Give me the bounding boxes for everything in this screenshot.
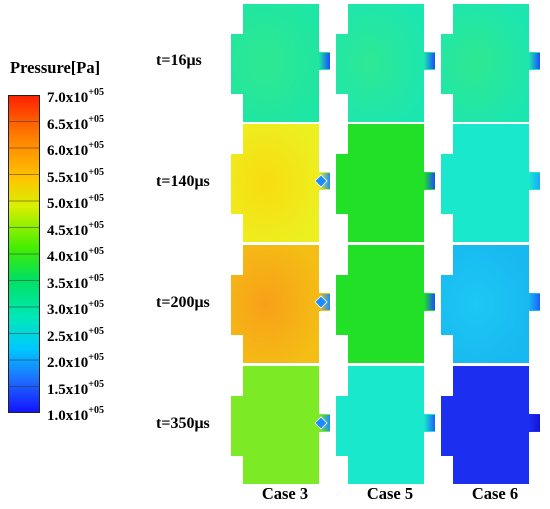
- contour-panel: [441, 124, 550, 242]
- chamber-region: [336, 124, 435, 242]
- tick-mantissa: 5.5x10: [47, 169, 89, 186]
- tick-mantissa: 2.0x10: [47, 355, 89, 371]
- contour-panel: [231, 366, 343, 484]
- chamber-region: [336, 366, 435, 484]
- contour-panel: [231, 4, 343, 122]
- tick-exponent: +05: [88, 325, 104, 337]
- nozzle-region: [424, 294, 435, 310]
- row-label-time: t=200μs: [156, 294, 210, 311]
- colorbar-tick-label: 1.5x10+05: [47, 379, 104, 399]
- contour-panel: [441, 4, 550, 122]
- chamber-region: [441, 4, 540, 122]
- colorbar-tick-label: 2.5x10+05: [47, 326, 104, 346]
- nozzle-region: [319, 53, 330, 69]
- contour-panel: [441, 245, 550, 363]
- chamber-region: [231, 124, 330, 242]
- nozzle-region: [424, 53, 435, 69]
- chamber-region: [441, 245, 540, 363]
- colorbar-tick-label: 4.0x10+05: [47, 246, 104, 266]
- colorbar-tick-label: 6.5x10+05: [47, 114, 104, 134]
- nozzle-region: [424, 415, 435, 431]
- tick-exponent: +05: [88, 378, 104, 390]
- colorbar-tick-label: 2.0x10+05: [47, 352, 104, 372]
- tick-mantissa: 3.5x10: [47, 275, 89, 292]
- chamber-region: [441, 366, 540, 484]
- chamber-region: [336, 245, 435, 363]
- tick-mantissa: 1.0x10: [47, 408, 89, 424]
- contour-panel: [336, 4, 448, 122]
- chamber-region: [231, 366, 330, 484]
- valve-marker: [314, 174, 328, 188]
- tick-mantissa: 5.0x10: [47, 196, 89, 212]
- column-label-case: Case 5: [366, 484, 414, 503]
- colorbar-tick-label: 5.0x10+05: [47, 193, 104, 213]
- tick-exponent: +05: [88, 219, 104, 231]
- chamber-region: [231, 4, 330, 122]
- chamber-region: [336, 4, 435, 122]
- colorbar-tick-label: 3.5x10+05: [47, 273, 104, 293]
- nozzle-region: [529, 173, 540, 189]
- nozzle-region: [529, 294, 540, 310]
- tick-exponent: +05: [88, 87, 104, 98]
- tick-mantissa: 1.5x10: [47, 381, 89, 398]
- colorbar-tick-label: 5.5x10+05: [47, 167, 104, 187]
- valve-marker: [314, 295, 328, 309]
- nozzle-region: [529, 415, 540, 431]
- colorbar-tick-label: 4.5x10+05: [47, 220, 104, 240]
- tick-mantissa: 3.0x10: [47, 302, 89, 318]
- tick-mantissa: 4.0x10: [47, 249, 89, 265]
- pressure-colorbar: [8, 95, 40, 413]
- nozzle-region: [529, 53, 540, 69]
- tick-exponent: +05: [88, 113, 104, 125]
- tick-exponent: +05: [88, 272, 104, 284]
- colorbar-tick-label: 3.0x10+05: [47, 299, 104, 319]
- contour-panel: [231, 245, 343, 363]
- tick-mantissa: 6.0x10: [47, 143, 89, 159]
- tick-exponent: +05: [88, 352, 104, 363]
- tick-exponent: +05: [88, 299, 104, 310]
- tick-mantissa: 2.5x10: [47, 328, 89, 345]
- chamber-region: [231, 245, 330, 363]
- tick-exponent: +05: [88, 405, 104, 416]
- tick-exponent: +05: [88, 166, 104, 178]
- row-label-time: t=350μs: [156, 415, 210, 432]
- tick-exponent: +05: [88, 193, 104, 204]
- tick-mantissa: 6.5x10: [47, 116, 89, 133]
- colorbar-tick-label: 1.0x10+05: [47, 405, 104, 425]
- legend-title: Pressure[Pa]: [10, 58, 101, 77]
- contour-panel: [231, 124, 343, 242]
- valve-marker: [314, 416, 328, 430]
- chamber-region: [441, 124, 540, 242]
- colorbar-tick-label: 7.0x10+05: [47, 87, 104, 107]
- contour-panel: [336, 124, 448, 242]
- tick-mantissa: 4.5x10: [47, 222, 89, 239]
- row-label-time: t=140μs: [156, 173, 210, 190]
- column-label-case: Case 6: [471, 484, 519, 503]
- tick-exponent: +05: [88, 140, 104, 151]
- contour-panel: [336, 366, 448, 484]
- contour-panel: [441, 366, 550, 484]
- column-label-case: Case 3: [261, 484, 309, 503]
- row-label-time: t=16μs: [156, 52, 202, 69]
- tick-mantissa: 7.0x10: [47, 90, 89, 106]
- colorbar-tick-label: 6.0x10+05: [47, 140, 104, 160]
- nozzle-region: [424, 173, 435, 189]
- tick-exponent: +05: [88, 246, 104, 257]
- contour-panel: [336, 245, 448, 363]
